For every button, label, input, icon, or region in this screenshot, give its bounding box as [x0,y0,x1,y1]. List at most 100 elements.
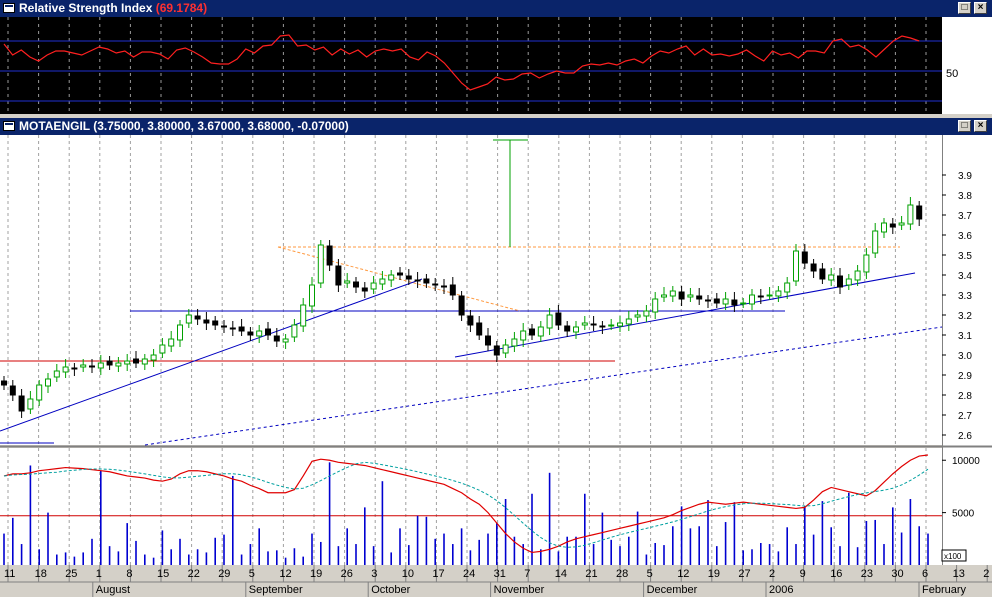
volume-signal-line [3,461,929,548]
x-tick-label: 13 [953,568,965,580]
month-label: August [96,584,130,596]
month-label: October [371,584,410,596]
candle-body [502,344,509,354]
candle-body [449,284,456,296]
x-tick-label: 17 [432,568,444,580]
x-tick-label: 23 [861,568,873,580]
candle-body [889,223,896,228]
restore-button[interactable]: □ [958,2,971,14]
candle-body [625,318,632,325]
price-tick-label: 3.5 [958,251,972,262]
rsi-value: (69.1784) [155,1,208,15]
candle-body [97,362,104,369]
rsi-series-line [3,34,920,91]
candle-body [590,323,597,326]
candle-body [617,322,623,327]
candle-body [652,298,659,313]
price-tick-label: 3.7 [958,211,972,222]
x-tick-label: 12 [279,568,291,580]
x-tick-label: 29 [218,568,230,580]
candle-body [643,310,650,317]
candle-body [881,222,887,233]
x-tick-label: 1 [96,568,102,580]
x-tick-label: 5 [647,568,653,580]
x-tick-label: 10 [402,568,414,580]
candle-body [115,362,122,367]
rsi-axis-bg [942,17,992,114]
candle-body [168,338,175,347]
candle-body [414,279,421,282]
candle-body [106,360,113,366]
x-tick-label: 26 [341,568,353,580]
price-tick-label: 2.7 [958,411,972,422]
month-label: November [494,584,545,596]
candle-body [300,304,307,327]
x-tick-label: 25 [65,568,77,580]
candle-body [203,319,210,324]
candle-body [238,326,245,332]
price-tick-label: 3.3 [958,291,972,302]
candle-body [335,265,342,286]
window-icon [3,3,15,13]
candle-body [493,345,500,356]
candle-body [36,384,43,401]
price-volume-chart: 2.6 2.7 2.8 2.9 3.0 3.1 3.2 3.3 3.4 3.5 3.6 3.7 3.8 3… [0,135,992,597]
candle-body [432,283,439,286]
candle-body [608,324,615,327]
month-label: September [249,584,303,596]
candle-body [898,222,905,226]
candle-body [863,254,870,273]
x-tick-label: 18 [35,568,47,580]
price-tick-label: 2.8 [958,391,972,402]
candle-body [511,338,518,347]
price-tick-label: 3.8 [958,191,972,202]
month-label: 2006 [769,584,793,596]
price-tick-label: 3.4 [958,271,972,282]
candle-body [634,314,641,318]
candle-body [916,205,923,220]
candle-body [669,290,676,297]
candle-body [766,294,773,297]
price-tick-label: 3.9 [958,171,972,182]
close-button[interactable]: × [974,2,987,14]
month-label: December [647,584,698,596]
candle-body [53,370,60,378]
candle-body [581,322,588,326]
volume-tick-label: 5000 [952,509,975,520]
price-tick-label: 3.0 [958,351,972,362]
main-window-titlebar: MOTAENGIL (3.75000, 3.80000, 3.67000, 3.… [0,118,992,135]
candle-body [265,328,271,336]
x-tick-label: 2 [983,568,989,580]
candle-body [907,204,914,225]
candle-body [397,272,403,276]
x-tick-label: 16 [830,568,842,580]
candle-body [828,274,835,281]
candle-body [775,290,782,297]
restore-button[interactable]: □ [958,120,971,132]
x-tick-label: 9 [800,568,806,580]
x-tick-label: 19 [310,568,322,580]
candle-body [89,365,95,368]
candle-body [124,360,131,365]
candle-body [256,330,263,337]
candle-body [573,326,579,333]
candle-body [731,299,738,306]
price-tick-label: 2.9 [958,371,972,382]
candle-body [555,312,562,326]
volume-average-line [3,454,929,554]
x-tick-label: 14 [555,568,567,580]
candle-body [273,335,280,342]
candle-body [317,244,324,284]
candle-body [476,322,483,336]
volume-unit-label: x100 [944,552,962,561]
price-tick-label: 3.6 [958,231,972,242]
close-button[interactable]: × [974,120,987,132]
candle-body [326,245,333,266]
candle-body [520,330,527,341]
candle-body [599,325,606,328]
candle-body [819,268,826,280]
candle-body [872,230,879,254]
candle-body [18,395,25,412]
candle-body [221,325,227,328]
candle-body [529,328,535,336]
